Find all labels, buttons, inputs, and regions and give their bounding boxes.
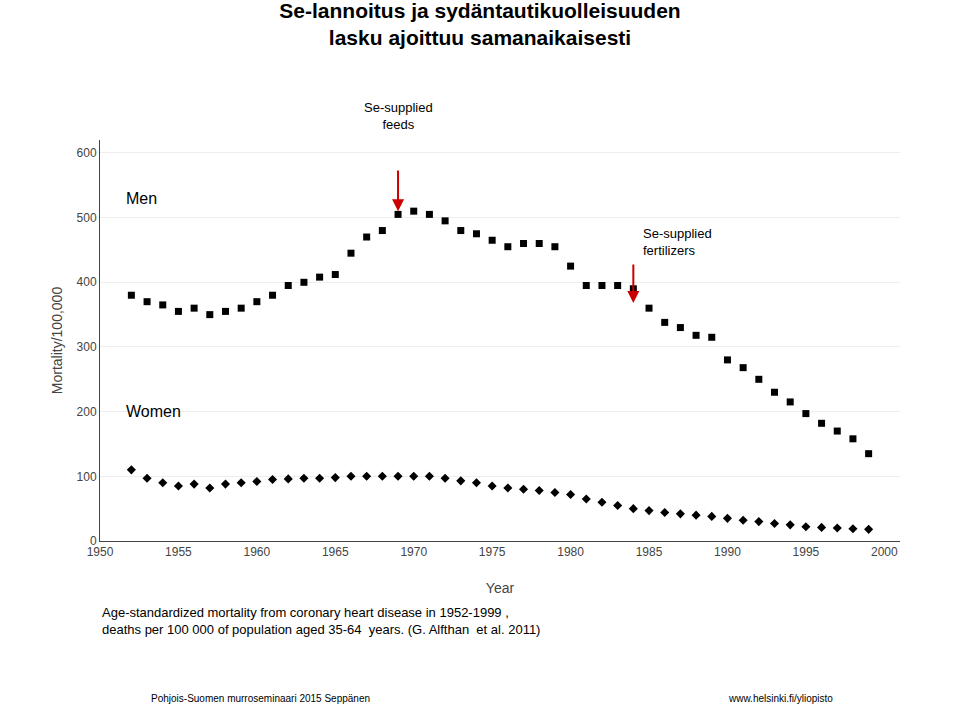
svg-text:1985: 1985 (636, 545, 663, 559)
svg-text:500: 500 (77, 211, 97, 225)
svg-text:1990: 1990 (714, 545, 741, 559)
svg-text:1980: 1980 (557, 545, 584, 559)
svg-text:Men: Men (126, 190, 157, 207)
svg-text:Pohjois-Suomen murroseminaari: Pohjois-Suomen murroseminaari 2015 Seppä… (151, 693, 370, 704)
svg-text:100: 100 (77, 470, 97, 484)
svg-text:200: 200 (77, 405, 97, 419)
svg-text:1960: 1960 (244, 545, 271, 559)
svg-text:Se-suppliedfeeds: Se-suppliedfeeds (364, 100, 433, 132)
svg-text:600: 600 (77, 146, 97, 160)
svg-text:1970: 1970 (400, 545, 427, 559)
svg-text:Age-standardized mortality fro: Age-standardized mortality from coronary… (102, 605, 540, 637)
svg-text:Se-suppliedfertilizers: Se-suppliedfertilizers (643, 226, 712, 258)
svg-text:0: 0 (90, 534, 97, 548)
svg-text:Se-lannoitus ja sydäntautikuol: Se-lannoitus ja sydäntautikuolleisuudenl… (279, 0, 680, 49)
svg-text:1995: 1995 (793, 545, 820, 559)
svg-text:300: 300 (77, 340, 97, 354)
svg-text:1975: 1975 (479, 545, 506, 559)
svg-text:1965: 1965 (322, 545, 349, 559)
svg-text:2000: 2000 (871, 545, 898, 559)
svg-text:400: 400 (77, 275, 97, 289)
svg-text:Mortality/100,000: Mortality/100,000 (49, 287, 65, 395)
svg-text:Year: Year (486, 580, 515, 596)
svg-text:www.helsinki.fi/yliopisto: www.helsinki.fi/yliopisto (728, 693, 833, 704)
svg-text:1955: 1955 (165, 545, 192, 559)
svg-text:Women: Women (126, 403, 181, 420)
svg-text:1950: 1950 (87, 545, 114, 559)
